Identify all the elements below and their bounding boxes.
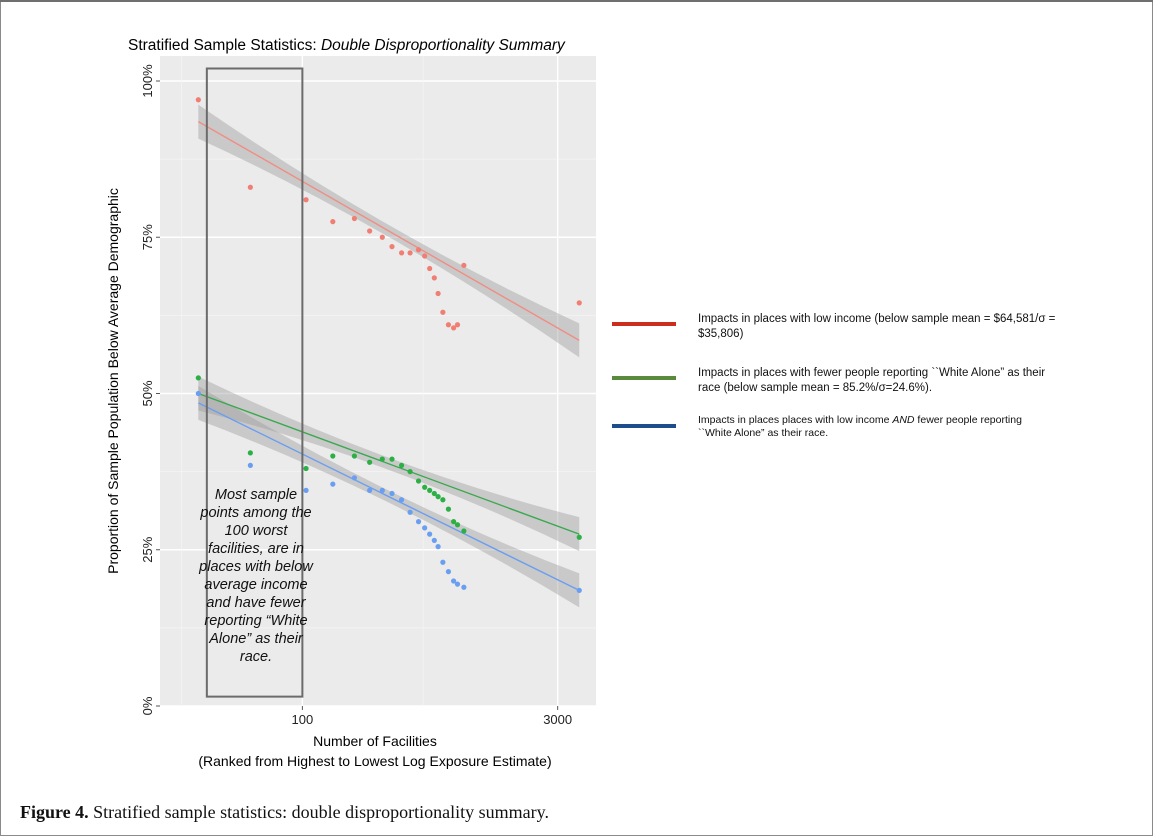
data-point (379, 456, 385, 462)
data-point (398, 462, 405, 468)
data-point (247, 462, 253, 468)
y-tick-label: 50% (140, 380, 155, 406)
x-tick-label: 100 (292, 712, 314, 727)
y-axis: 0% 25% 50% 75% 100% (140, 64, 160, 715)
data-point (367, 228, 373, 234)
data-point (407, 250, 413, 256)
legend-swatch-green (612, 376, 676, 380)
caption-label: Figure 4. (20, 802, 89, 822)
y-tick-label: 100% (140, 64, 155, 98)
data-point (389, 490, 395, 497)
annotation-text: Most sample points among the 100 worst f… (199, 487, 313, 665)
data-point (427, 265, 433, 272)
data-point (422, 525, 428, 531)
data-point (195, 390, 201, 397)
plot-panel (160, 56, 596, 706)
data-point (303, 465, 309, 472)
chart-title: Stratified Sample Statistics: Double Dis… (128, 37, 566, 54)
legend-label-low-income: Impacts in places with low income (below… (698, 313, 1056, 340)
data-point (461, 584, 467, 590)
y-tick-label: 0% (140, 696, 155, 715)
figure-top-border (0, 0, 1153, 2)
data-point (379, 234, 385, 240)
data-point (454, 522, 461, 528)
chart-title-italic: Double Disproportionality Summary (321, 37, 566, 54)
data-point (389, 244, 395, 250)
data-point (427, 487, 433, 493)
data-point (435, 290, 441, 297)
data-point (461, 262, 467, 268)
fit-line-0 (197, 121, 580, 341)
data-point (330, 219, 336, 225)
legend-label-white-alone: Impacts in places with fewer people repo… (698, 367, 1046, 394)
data-point (451, 519, 457, 525)
data-point (367, 459, 373, 465)
data-point (389, 456, 395, 462)
legend-swatch-red (612, 322, 676, 326)
data-point (431, 275, 437, 281)
data-point (431, 490, 437, 497)
x-axis: 100 3000 (292, 706, 572, 727)
data-point (195, 97, 201, 103)
data-point (195, 375, 201, 381)
data-point (445, 322, 452, 328)
data-point (247, 450, 253, 456)
data-point (379, 487, 385, 493)
data-point (330, 453, 336, 459)
data-point (407, 469, 413, 475)
data-point (415, 478, 422, 484)
data-point (445, 506, 452, 512)
highlight-box (205, 67, 304, 698)
data-point (398, 250, 405, 256)
data-point (451, 578, 457, 584)
data-point (440, 309, 446, 315)
data-point (422, 253, 428, 259)
legend-swatch-blue (612, 424, 676, 428)
x-axis-label: Number of Facilities (313, 733, 437, 749)
data-point (435, 494, 441, 500)
data-point (247, 184, 253, 190)
data-point (427, 531, 433, 537)
figure-caption: Figure 4. Stratified sample statistics: … (20, 802, 549, 823)
y-tick-label: 25% (140, 536, 155, 562)
data-point (415, 247, 422, 253)
data-point (303, 487, 309, 493)
data-point (451, 325, 457, 331)
data-point (330, 481, 336, 487)
chart-title-plain: Stratified Sample Statistics: (128, 37, 321, 54)
data-point (576, 587, 582, 593)
data-point (440, 497, 446, 503)
data-point (351, 475, 358, 481)
data-point (398, 497, 405, 503)
data-points (195, 97, 582, 593)
data-point (422, 484, 428, 490)
fit-lines (197, 121, 580, 592)
x-tick-label: 3000 (543, 712, 572, 727)
fit-line-2 (198, 402, 580, 592)
data-point (445, 569, 452, 575)
y-tick-label: 75% (140, 224, 155, 250)
y-axis-label: Proportion of Sample Population Below Av… (105, 188, 121, 574)
data-point (351, 215, 358, 222)
data-point (454, 581, 461, 587)
data-point (351, 453, 358, 459)
data-point (431, 537, 437, 543)
data-point (454, 322, 461, 328)
caption-text: Stratified sample statistics: double dis… (88, 802, 549, 822)
data-point (367, 487, 373, 493)
fit-line-1 (198, 392, 580, 535)
x-axis-sublabel: (Ranked from Highest to Lowest Log Expos… (198, 753, 551, 769)
data-point (303, 197, 309, 203)
chart: Stratified Sample Statistics: Double Dis… (105, 37, 596, 769)
data-point (576, 534, 582, 540)
data-point (415, 519, 422, 525)
data-point (461, 528, 467, 534)
data-point (407, 509, 413, 515)
legend-label-both: Impacts in places places with low income… (698, 414, 1022, 439)
data-point (435, 544, 441, 550)
data-point (576, 300, 582, 306)
data-point (440, 559, 446, 565)
